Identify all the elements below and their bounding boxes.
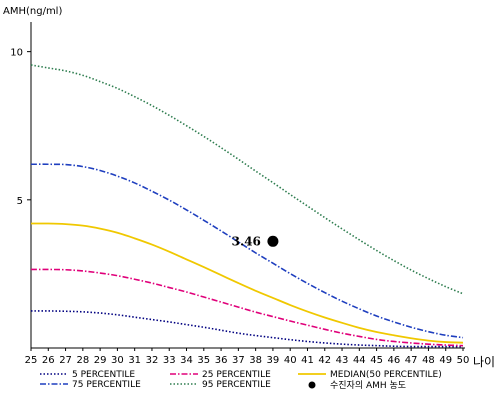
y-tick-label: 5 (17, 196, 23, 207)
x-tick-label: 43 (336, 355, 349, 366)
patient-amh-point (267, 235, 279, 247)
x-tick-label: 39 (267, 355, 280, 366)
series-line-5-percentile (30, 310, 463, 348)
x-tick-label: 50 (457, 355, 470, 366)
series-line-25-percentile (30, 268, 464, 347)
legend-label-median-50-percentile: MEDIAN(50 PERCENTILE) (330, 370, 442, 380)
x-tick-label: 30 (111, 355, 124, 366)
legend-label-25-percentile: 25 PERCENTILE (202, 370, 271, 380)
legend: 5 PERCENTILE 25 PERCENTILE MEDIAN(50 PERCE… (40, 370, 442, 391)
legend-swatch-patient-marker (308, 381, 316, 389)
y-tick-label: 10 (10, 48, 23, 59)
x-ticks: 25 26 27 28 29 30 31 32 33 34 35 36 37 38 39 40 41 42 43 44… (25, 348, 470, 366)
x-tick-label: 26 (42, 355, 55, 366)
x-tick-label: 32 (146, 355, 159, 366)
y-axis-title: AMH(ng/ml) (3, 6, 62, 17)
series-line-75-percentile (30, 163, 464, 339)
patient-marker: 3.46 (232, 234, 279, 248)
x-tick-label: 38 (249, 355, 262, 366)
x-tick-label: 41 (301, 355, 314, 366)
x-tick-label: 37 (232, 355, 245, 366)
x-tick-label: 36 (215, 355, 228, 366)
x-axis-title: 나이 (473, 355, 495, 369)
legend-label-5-percentile: 5 PERCENTILE (72, 370, 135, 380)
x-tick-label: 49 (439, 355, 452, 366)
series-line-median-50-percentile (30, 222, 464, 344)
legend-label-75-percentile: 75 PERCENTILE (72, 380, 141, 390)
x-tick-label: 44 (353, 355, 366, 366)
y-ticks: 5 10 (10, 48, 31, 207)
x-tick-label: 46 (388, 355, 401, 366)
x-tick-label: 42 (318, 355, 331, 366)
series-line-95-percentile (30, 64, 464, 295)
x-tick-label: 48 (422, 355, 435, 366)
legend-label-patient-marker: 수진자의 AMH 농도 (330, 380, 406, 391)
x-tick-label: 45 (370, 355, 383, 366)
x-tick-label: 35 (197, 355, 210, 366)
x-tick-label: 40 (284, 355, 297, 366)
legend-label-95-percentile: 95 PERCENTILE (202, 380, 271, 390)
series-lines (30, 64, 464, 348)
patient-amh-value-label: 3.46 (232, 234, 261, 248)
x-tick-label: 33 (163, 355, 176, 366)
x-tick-label: 29 (94, 355, 107, 366)
x-tick-label: 47 (405, 355, 418, 366)
x-tick-label: 25 (25, 355, 38, 366)
axes: AMH(ng/ml) 나이 (3, 6, 495, 369)
x-tick-label: 27 (59, 355, 72, 366)
x-tick-label: 28 (76, 355, 89, 366)
x-tick-label: 31 (128, 355, 141, 366)
x-tick-label: 34 (180, 355, 193, 366)
